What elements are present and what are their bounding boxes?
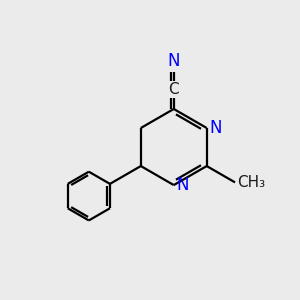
Text: C: C — [169, 82, 179, 97]
Text: N: N — [209, 119, 222, 137]
Text: N: N — [176, 176, 189, 194]
Text: CH₃: CH₃ — [237, 175, 266, 190]
Text: N: N — [167, 52, 180, 70]
